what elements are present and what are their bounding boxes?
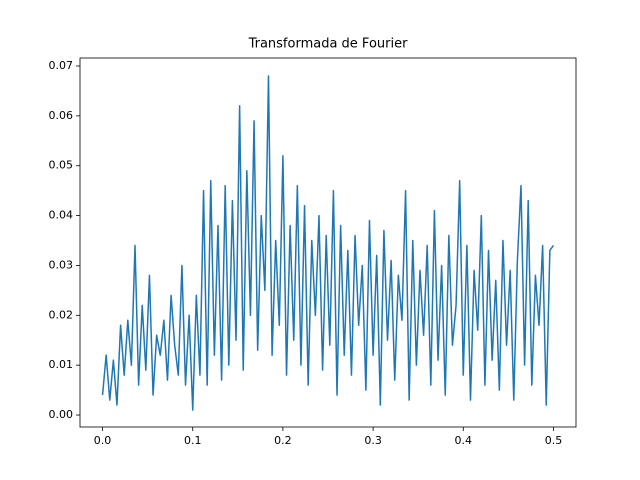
x-tick-label: 0.4 — [455, 434, 473, 447]
x-tick-label: 0.2 — [274, 434, 292, 447]
y-tick-label: 0.02 — [49, 308, 74, 321]
x-tick-label: 0.3 — [364, 434, 382, 447]
line — [101, 75, 555, 411]
y-tick-label: 0.03 — [49, 258, 74, 271]
x-tick-label: 0.1 — [184, 434, 202, 447]
x-tick-label: 0.5 — [545, 434, 563, 447]
y-tick-label: 0.04 — [49, 209, 74, 222]
x-tick-label: 0.0 — [94, 434, 112, 447]
y-tick-label: 0.05 — [49, 159, 74, 172]
y-tick-label: 0.01 — [49, 358, 74, 371]
y-tick-label: 0.06 — [49, 109, 74, 122]
chart-title: Transformada de Fourier — [248, 37, 409, 52]
y-tick-label: 0.07 — [49, 59, 74, 72]
y-tick-label: 0.00 — [49, 408, 74, 421]
axes-frame — [79, 57, 577, 428]
